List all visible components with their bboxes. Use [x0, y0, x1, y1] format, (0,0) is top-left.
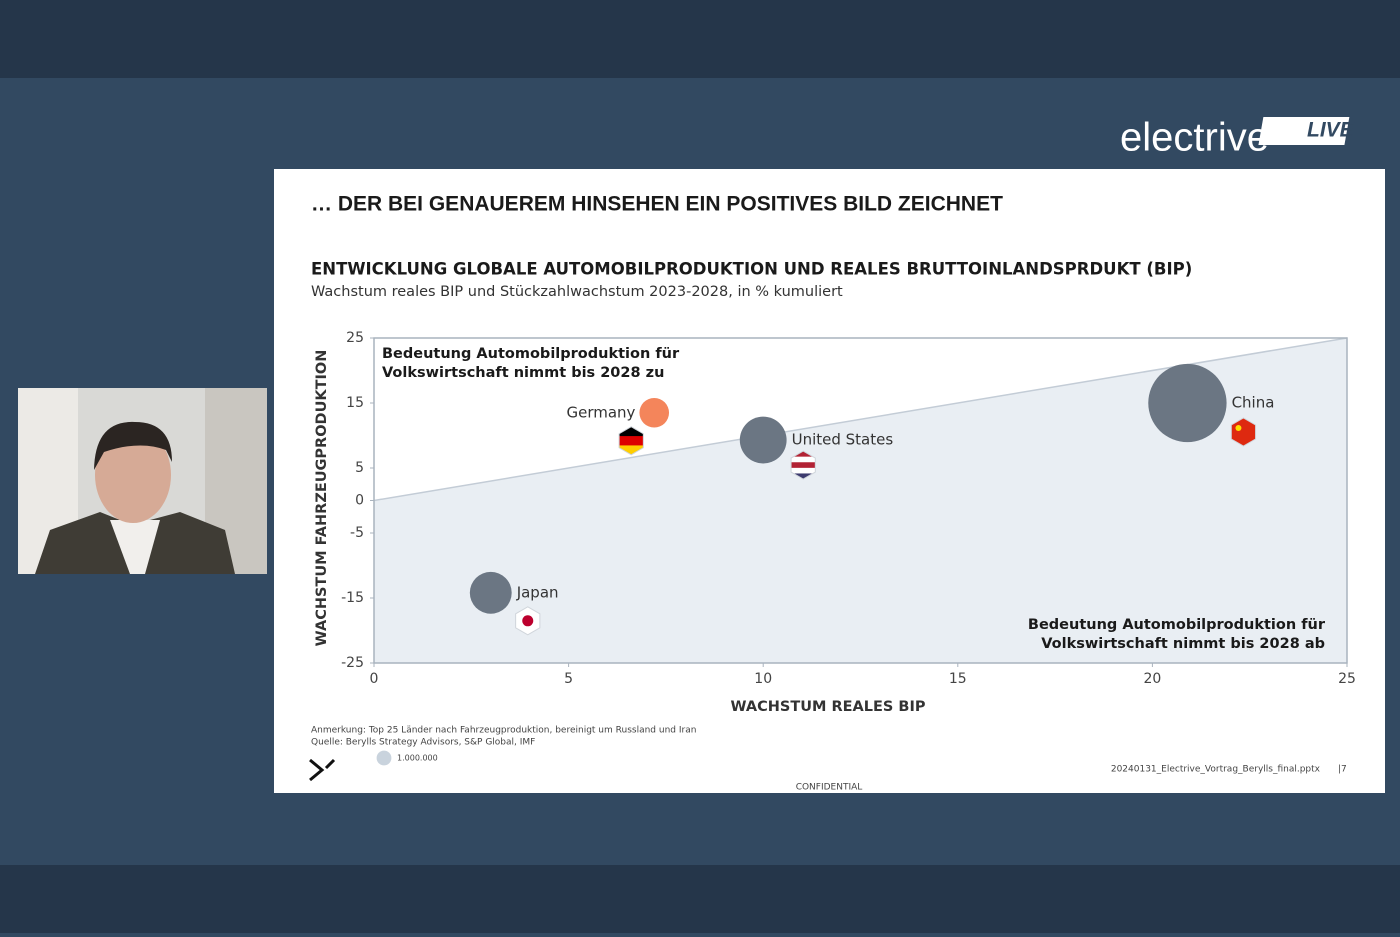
bubble: [469, 571, 512, 614]
source: Quelle: Berylls Strategy Advisors, S&P G…: [311, 738, 535, 748]
flag: [619, 426, 644, 455]
flag-border: [790, 450, 816, 480]
slide-heading: … DER BEI GENAUEREM HINSEHEN EIN POSITIV…: [311, 193, 1003, 216]
flag-disc: [522, 615, 534, 627]
confidential: CONFIDENTIAL: [796, 783, 863, 793]
flag-stripe: [791, 456, 816, 463]
brand-badge-box: [1258, 117, 1350, 145]
bubble: [739, 416, 787, 464]
chart-subtitle: Wachstum reales BIP und Stückzahlwachstu…: [311, 284, 843, 300]
bubble-label: Germany: [566, 403, 635, 421]
y-tick-label: 25: [346, 330, 364, 346]
annotation: Bedeutung Automobilproduktion für: [382, 346, 680, 362]
annotation: Volkswirtschaft nimmt bis 2028 ab: [1041, 636, 1325, 652]
y-tick-label: -5: [350, 525, 364, 541]
flag-stripe: [619, 436, 644, 446]
bubble-label: China: [1232, 394, 1275, 412]
flag-stripe: [791, 467, 816, 474]
note: Anmerkung: Top 25 Länder nach Fahrzeugpr…: [311, 726, 696, 736]
flag-stripe: [791, 473, 816, 480]
slide-logo: [309, 758, 336, 782]
lower-region: [374, 338, 1347, 663]
flag-stripe: [791, 451, 816, 458]
size-legend-label: 1.000.000: [397, 754, 438, 763]
bubble: [639, 397, 670, 428]
y-tick-label: 15: [346, 395, 364, 411]
x-axis-title: WACHSTUM REALES BIP: [731, 699, 926, 715]
brand-badge: LIVE: [1307, 119, 1355, 142]
flag-stripe: [619, 445, 644, 455]
x-tick-label: 0: [370, 671, 379, 687]
annotation: Volkswirtschaft nimmt bis 2028 zu: [382, 365, 664, 381]
filename: 20240131_Electrive_Vortrag_Berylls_final…: [1111, 765, 1321, 775]
flag-border: [1230, 417, 1257, 447]
bottom-band: [0, 865, 1400, 933]
flag-border: [618, 426, 644, 456]
annotation: Bedeutung Automobilproduktion für: [1028, 617, 1326, 633]
y-tick-label: 5: [355, 460, 364, 476]
y-tick-label: -25: [341, 655, 364, 671]
y-tick-label: 0: [355, 493, 364, 509]
brand-name: electrive: [1120, 116, 1269, 160]
bubble-label: Japan: [516, 583, 559, 601]
chart-title: ENTWICKLUNG GLOBALE AUTOMOBILPRODUKTION …: [311, 260, 1192, 279]
y-tick-label: -15: [341, 590, 364, 606]
flag-star: [1235, 425, 1242, 431]
webcam: [18, 388, 267, 574]
size-legend-bubble: [376, 750, 392, 766]
page-number: |7: [1338, 765, 1347, 775]
flag-stripe: [619, 426, 644, 437]
flag: [791, 451, 816, 480]
x-tick-label: 5: [564, 671, 573, 687]
bubble-label: United States: [792, 431, 894, 449]
y-axis-title: WACHSTUM FAHRZEUGPRODUKTION: [314, 350, 330, 647]
flag-stripe: [791, 462, 816, 469]
x-tick-label: 20: [1143, 671, 1161, 687]
bubble: [1148, 363, 1227, 443]
flag-border: [515, 606, 541, 636]
x-tick-label: 10: [754, 671, 772, 687]
top-band: [0, 0, 1400, 78]
x-tick-label: 15: [949, 671, 967, 687]
x-tick-label: 25: [1338, 671, 1356, 687]
